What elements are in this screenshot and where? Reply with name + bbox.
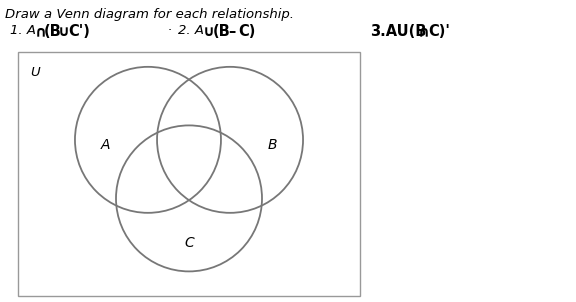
Text: B: B	[267, 138, 277, 152]
Text: –: –	[228, 24, 235, 39]
Bar	[18, 52, 360, 296]
Text: 1. A: 1. A	[10, 24, 36, 37]
Text: (B: (B	[213, 24, 231, 39]
Text: ∪: ∪	[58, 24, 70, 39]
Text: ∪: ∪	[203, 24, 215, 39]
Text: ·: ·	[168, 24, 172, 37]
Text: ∩: ∩	[418, 24, 430, 39]
Text: C'): C')	[68, 24, 90, 39]
Text: (B: (B	[44, 24, 62, 39]
Text: A: A	[101, 138, 111, 152]
Text: C: C	[184, 236, 194, 250]
Text: 3.AU(B: 3.AU(B	[370, 24, 426, 39]
Text: ∩: ∩	[35, 24, 47, 39]
Text: 2. A: 2. A	[178, 24, 204, 37]
Text: C)': C)'	[428, 24, 450, 39]
Text: C): C)	[238, 24, 255, 39]
Text: U: U	[30, 66, 40, 79]
Text: Draw a Venn diagram for each relationship.: Draw a Venn diagram for each relationshi…	[5, 8, 294, 21]
